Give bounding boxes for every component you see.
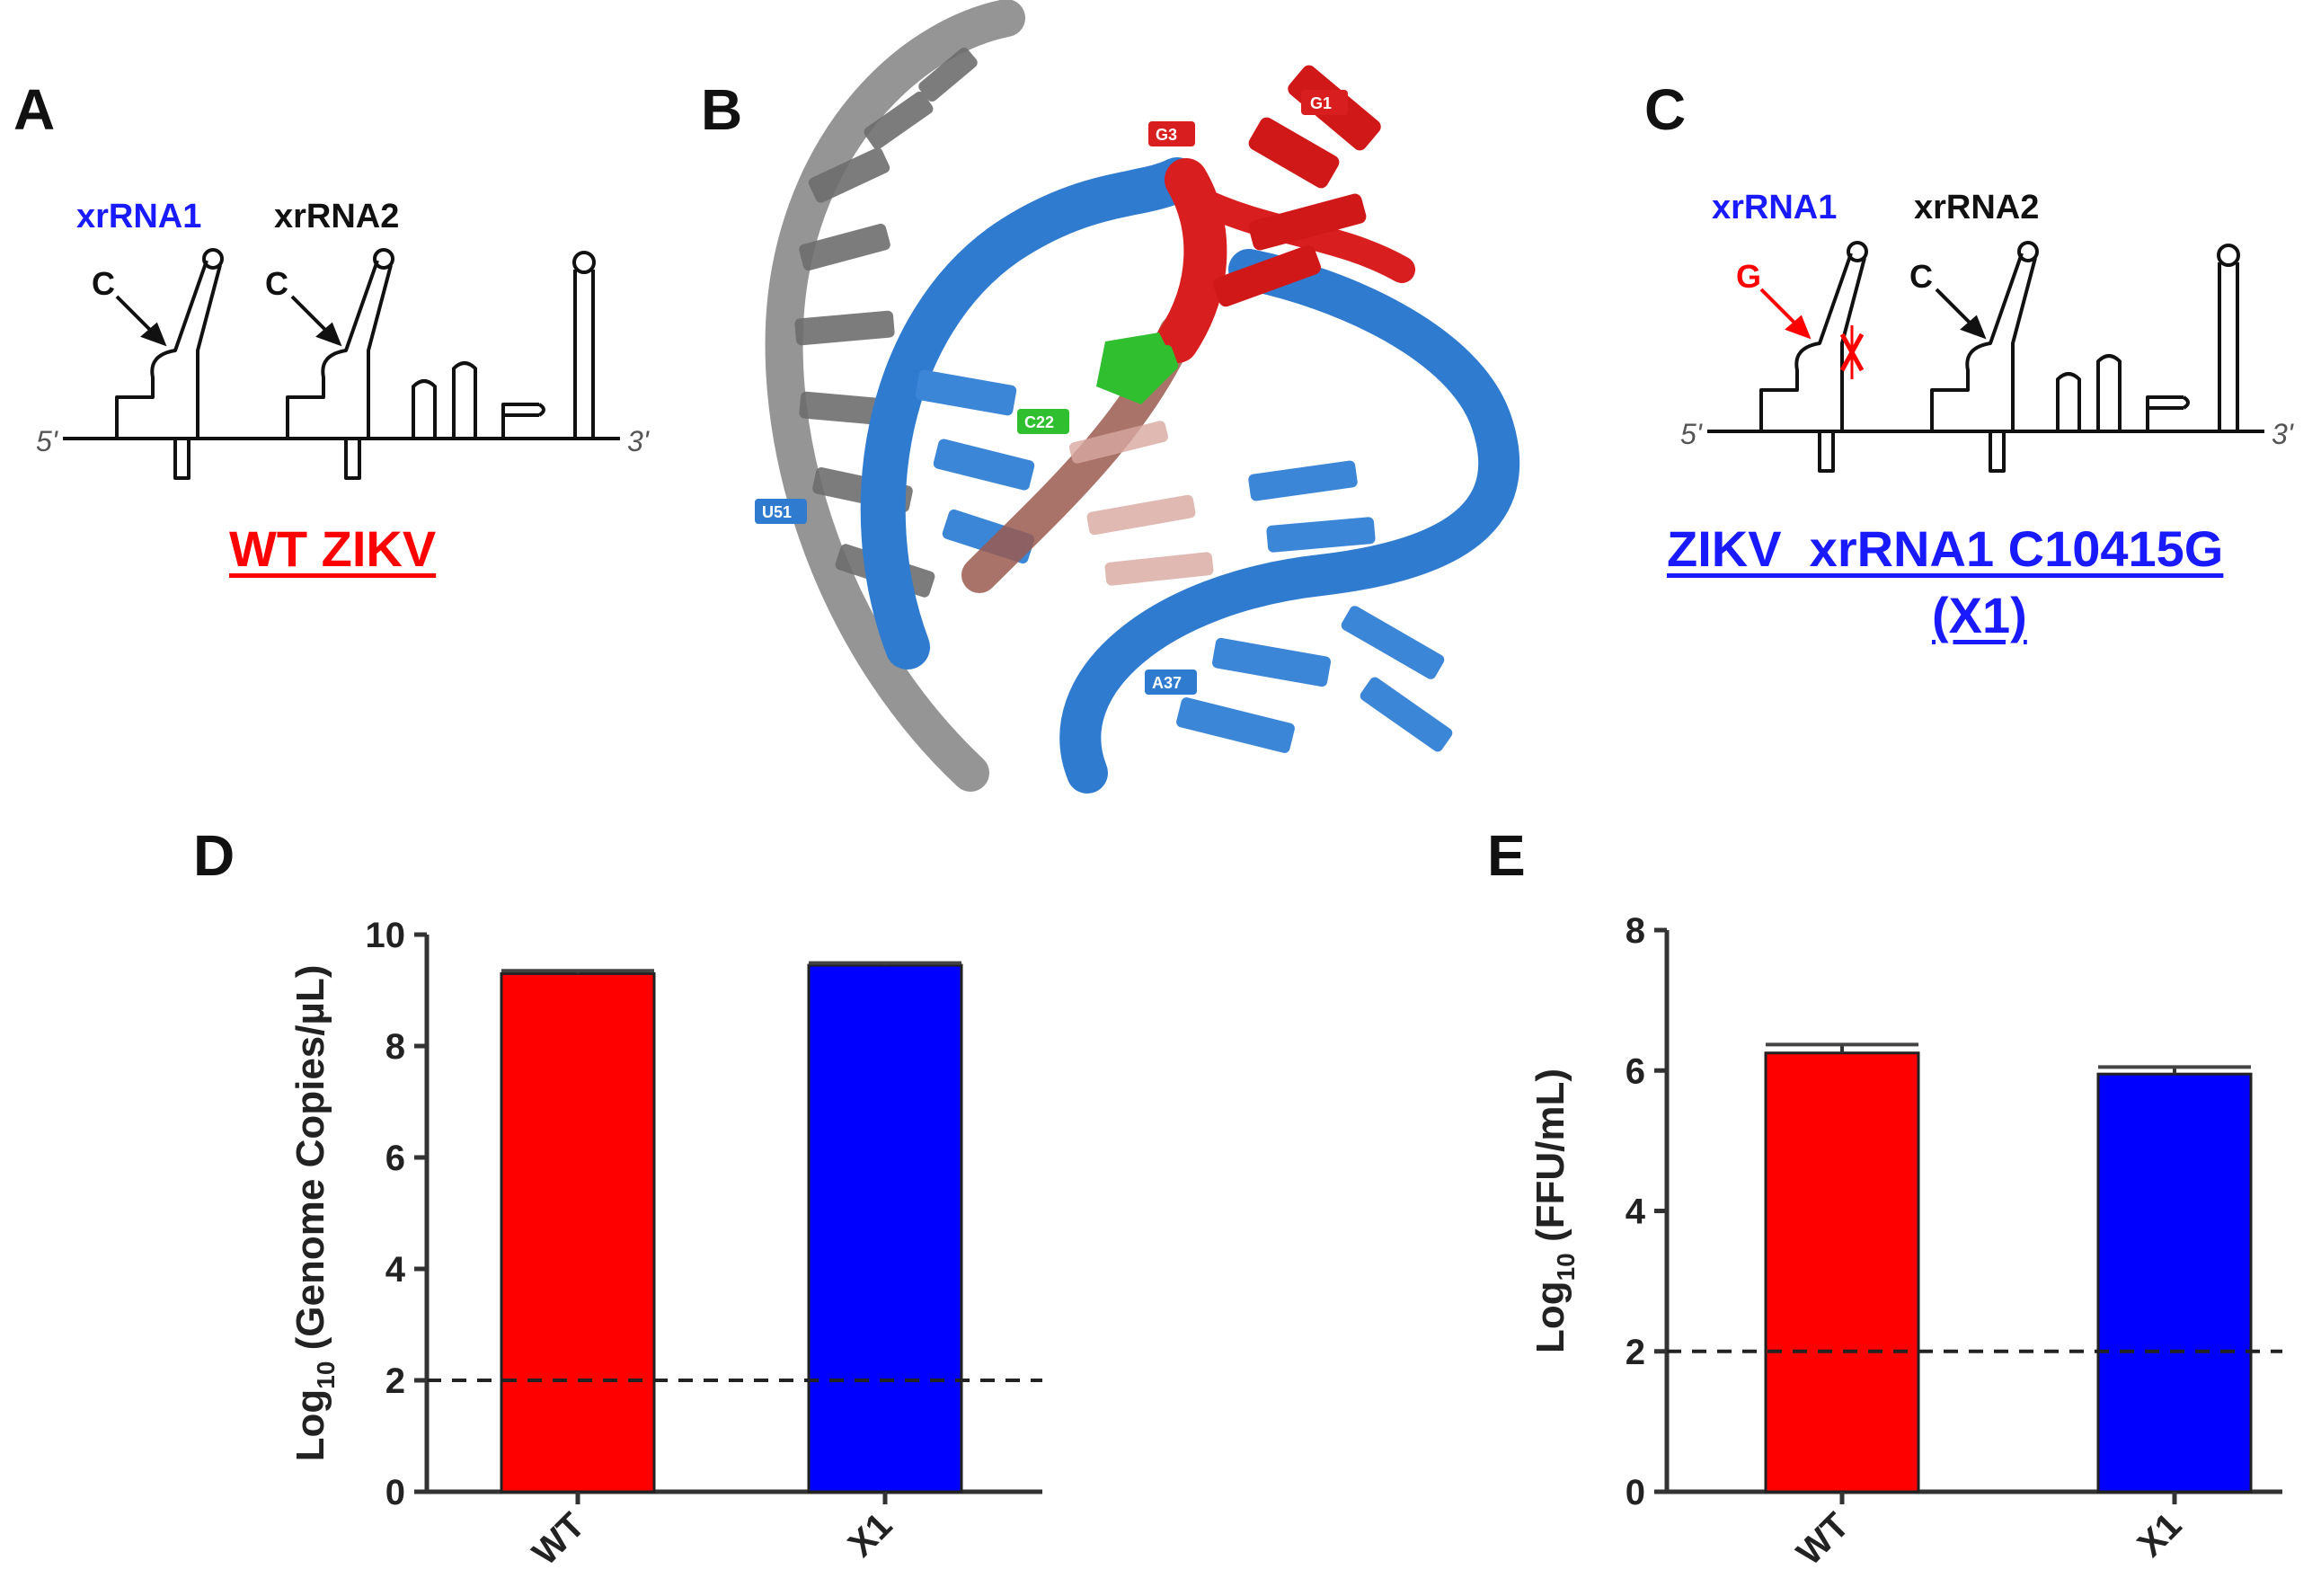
bar-wt <box>1764 1051 1920 1494</box>
panel-b-tag-g1: G1 <box>1310 94 1332 112</box>
panel-c-xrrna1-label: xrRNA1 <box>1712 189 1838 226</box>
panel-a-structure-diagram: C C 5' 3' <box>36 248 651 480</box>
panel-a-mut1-label: C <box>92 265 115 302</box>
panel-a-caption: WT ZIKV <box>229 520 437 577</box>
bar-x1 <box>807 963 963 1494</box>
panel-d-bar-chart: 0 2 4 6 8 10 WT X1 Log10 (Genome Copies/µL) <box>288 916 1042 1573</box>
x-tick-label: X1 <box>2131 1505 2190 1565</box>
y-tick-label: 6 <box>385 1139 405 1178</box>
panel-a-letter: A <box>13 77 56 142</box>
panel-c-three-prime: 3' <box>2272 418 2295 450</box>
panel-b-tag-g3: G3 <box>1156 126 1177 144</box>
panel-d-letter: D <box>193 823 235 888</box>
x-tick-label: WT <box>1789 1505 1856 1573</box>
panel-a-mut2-label: C <box>265 265 288 302</box>
panel-a-five-prime: 5' <box>36 425 59 457</box>
y-tick-label: 0 <box>1626 1473 1645 1512</box>
panel-c-caption-line1: ZIKV xrRNA1 C10415G <box>1667 520 2224 577</box>
panel-c-mut2-label: C <box>1909 258 1933 295</box>
y-tick-label: 4 <box>385 1250 406 1290</box>
panel-c-mut1-label: G <box>1736 258 1761 295</box>
y-tick-label: 2 <box>1626 1333 1645 1372</box>
panel-c-xrrna2-label: xrRNA2 <box>1914 189 2040 226</box>
y-tick-label: 2 <box>385 1361 405 1401</box>
panel-b-tag-a37: A37 <box>1152 674 1182 692</box>
panel-b-tag-u51: U51 <box>762 503 792 521</box>
panel-c-caption-line2: (X1) <box>1932 587 2027 643</box>
x-tick-label: X1 <box>841 1505 900 1565</box>
y-tick-label: 10 <box>366 916 406 955</box>
panel-a-xrrna1-label: xrRNA1 <box>76 198 202 235</box>
panel-b-letter: B <box>701 77 743 142</box>
panel-b-tag-c22: C22 <box>1024 413 1054 431</box>
panel-c-five-prime: 5' <box>1680 418 1704 450</box>
panel-a-xrrna2-label: xrRNA2 <box>274 198 400 235</box>
panel-c-structure-diagram: G C 5' 3' <box>1680 241 2295 473</box>
y-tick-label: 4 <box>1626 1193 1646 1232</box>
y-axis-label: Log10 (Genome Copies/µL) <box>288 965 340 1462</box>
y-tick-label: 0 <box>385 1473 405 1512</box>
panel-e-letter: E <box>1487 823 1526 888</box>
y-axis-label: Log10 (FFU/mL) <box>1528 1068 1580 1353</box>
x-tick-label: WT <box>525 1505 592 1573</box>
panel-e-bar-chart: 0 2 4 6 8 WT X1 Log10 (FFU/mL) <box>1528 911 2282 1573</box>
y-tick-label: 8 <box>1626 911 1645 951</box>
panel-b-rna-structure: G3 G1 C22 U51 A37 <box>755 0 1520 794</box>
bar-wt <box>500 971 656 1494</box>
y-tick-label: 8 <box>385 1027 405 1067</box>
panel-a-three-prime: 3' <box>627 425 651 457</box>
panel-c-letter: C <box>1644 77 1687 142</box>
bar-x1 <box>2096 1072 2253 1494</box>
y-tick-label: 6 <box>1626 1051 1645 1091</box>
